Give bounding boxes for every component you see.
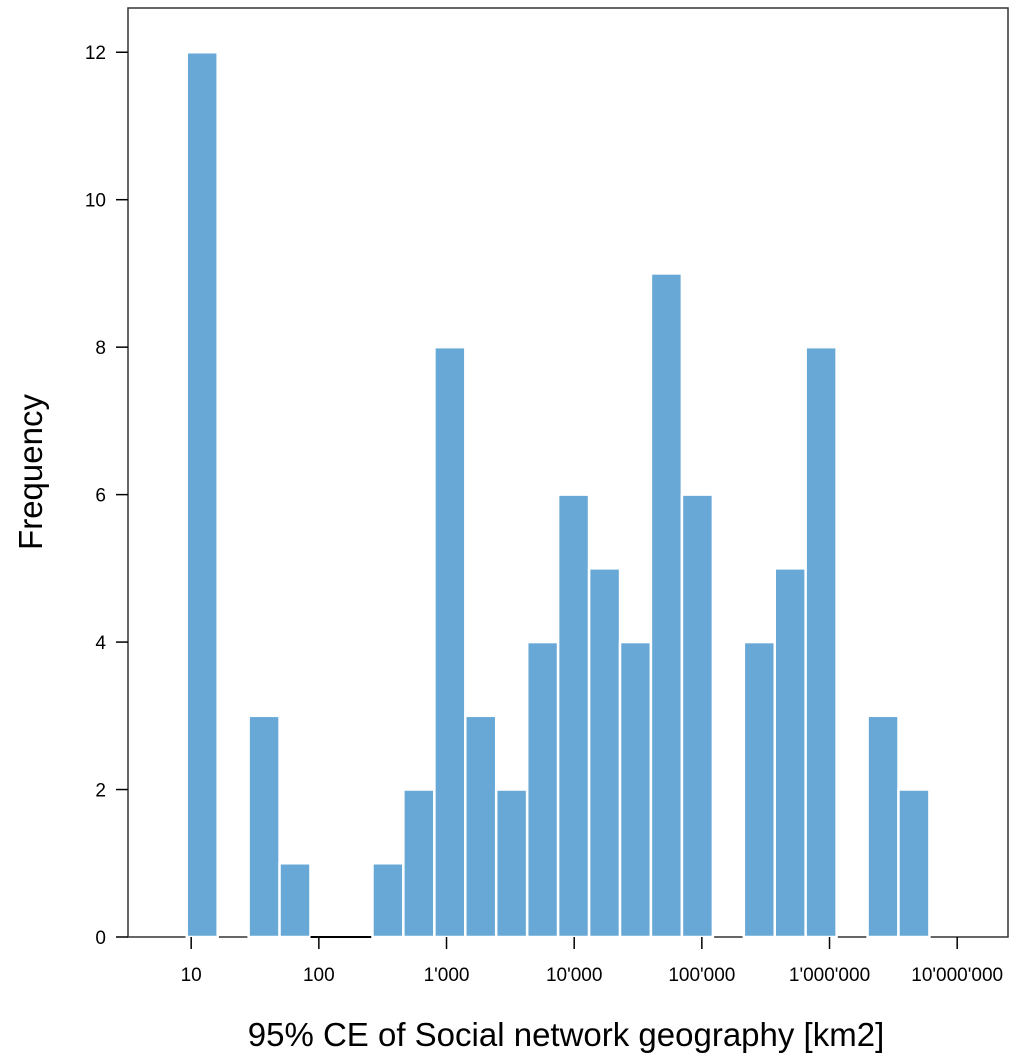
y-tick-label: 12 [85, 43, 106, 64]
histogram-bar [464, 714, 498, 939]
x-tick-label: 100'000 [668, 965, 735, 986]
histogram-bar [247, 714, 281, 939]
histogram-bar [402, 788, 436, 939]
y-axis-title: Frequency [12, 394, 49, 550]
histogram-bar [742, 640, 777, 939]
histogram-bar [649, 272, 684, 939]
histogram-bar [618, 640, 653, 939]
histogram-bar [433, 345, 467, 939]
histogram-bar [897, 788, 931, 939]
histogram-bar [525, 640, 560, 939]
histogram-bar [587, 567, 622, 939]
x-tick-label: 10'000'000 [911, 965, 1003, 986]
y-tick-label: 4 [95, 633, 106, 654]
histogram-bar [804, 345, 838, 939]
x-tick-label: 10'000 [546, 965, 602, 986]
x-tick-label: 1'000 [424, 965, 470, 986]
x-axis-title: 95% CE of Social network geography [km2] [248, 1016, 885, 1053]
histogram-bar [556, 493, 591, 939]
y-tick-label: 8 [95, 338, 106, 359]
x-tick-label: 100 [303, 965, 335, 986]
histogram-bar [773, 567, 807, 939]
x-tick-label: 1'000'000 [789, 965, 870, 986]
histogram-bar [185, 50, 219, 939]
histogram-bar [371, 862, 405, 939]
axes-layer: 0 2 4 6 8 10 12 10 100 1'000 10'000 100'000 1'000'00… [85, 43, 1003, 986]
histogram-bar [278, 862, 312, 939]
y-tick-label: 10 [85, 191, 106, 212]
x-tick-label: 10 [181, 965, 202, 986]
y-tick-label: 0 [95, 928, 106, 949]
bars-layer [185, 50, 931, 939]
y-tick-label: 2 [95, 781, 106, 802]
histogram-bar [494, 788, 529, 939]
y-tick-label: 6 [95, 486, 106, 507]
histogram-bar [866, 714, 900, 939]
histogram-bar [680, 493, 715, 939]
